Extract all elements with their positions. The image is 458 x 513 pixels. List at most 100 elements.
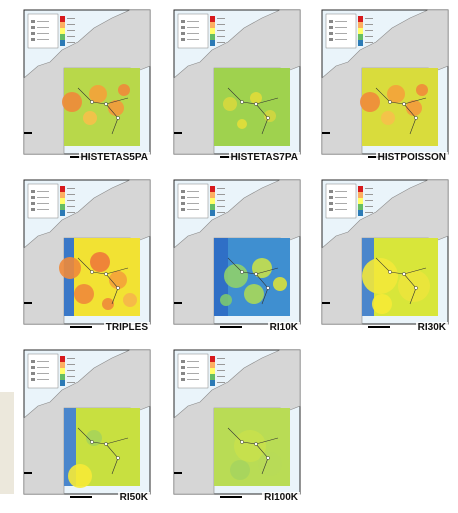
legend-line [187, 379, 199, 380]
legend-symbol [31, 32, 35, 35]
site-marker [254, 442, 258, 446]
hazard-blob [406, 100, 422, 116]
legend-symbol [181, 20, 185, 23]
colorbar-cell [210, 186, 215, 192]
scale-bar [70, 496, 92, 498]
colorbar-tick [217, 206, 225, 207]
legend-symbol [181, 208, 185, 211]
legend-line [187, 191, 199, 192]
legend-line [187, 27, 199, 28]
hazard-blob [387, 85, 405, 103]
legend-symbol [31, 378, 35, 381]
colorbar-tick [365, 188, 373, 189]
colorbar-cell [358, 186, 363, 192]
legend-symbol [329, 208, 333, 211]
legend-line [335, 209, 347, 210]
north-arrow [174, 302, 182, 304]
colorbar-tick [217, 364, 225, 365]
legend-symbol [31, 38, 35, 41]
legend-symbol [31, 190, 35, 193]
colorbar-cell [60, 362, 65, 368]
map-svg [321, 9, 449, 158]
north-arrow [322, 132, 330, 134]
legend-line [335, 21, 347, 22]
map-panel: RI50K [20, 346, 154, 504]
legend-line [37, 191, 49, 192]
colorbar-tick [217, 382, 225, 383]
legend-line [37, 21, 49, 22]
map-svg [321, 179, 449, 328]
site-marker [402, 272, 406, 276]
legend-symbol [181, 378, 185, 381]
map-panel: HISTPOISSON [318, 6, 452, 164]
colorbar-tick [217, 200, 225, 201]
hazard-blob [250, 92, 262, 104]
colorbar-cell [210, 40, 215, 46]
colorbar-tick [67, 200, 75, 201]
north-arrow [24, 302, 32, 304]
legend-line [335, 191, 347, 192]
colorbar-tick [67, 194, 75, 195]
panel-label: RI10K [267, 322, 300, 333]
colorbar-cell [60, 22, 65, 28]
hazard-blob [237, 119, 247, 129]
legend-line [37, 203, 49, 204]
legend-line [37, 39, 49, 40]
legend-symbol [31, 208, 35, 211]
legend-line [187, 21, 199, 22]
panel-label: HISTPOISSON [375, 152, 448, 163]
colorbar-tick [365, 36, 373, 37]
legend-line [335, 203, 347, 204]
legend-symbol [31, 366, 35, 369]
colorbar-cell [210, 198, 215, 204]
legend-box [177, 13, 209, 49]
legend-line [187, 373, 199, 374]
legend-line [335, 197, 347, 198]
legend-symbol [329, 32, 333, 35]
hazard-blob [59, 257, 81, 279]
legend-symbol [181, 372, 185, 375]
legend-symbol [329, 190, 333, 193]
hazard-blob [118, 84, 130, 96]
legend-box [27, 183, 59, 219]
legend-line [187, 39, 199, 40]
colorbar-cell [60, 16, 65, 22]
colorbar-cell [358, 16, 363, 22]
legend-box [325, 183, 357, 219]
site-marker [388, 270, 392, 274]
site-marker [90, 440, 94, 444]
map-panel: RI100K [170, 346, 304, 504]
colorbar-cell [60, 374, 65, 380]
legend-line [187, 367, 199, 368]
side-strip [0, 392, 14, 494]
legend-symbol [31, 202, 35, 205]
colorbar-tick [365, 212, 373, 213]
scale-bar [220, 326, 242, 328]
hazard-blob [109, 271, 127, 289]
map-svg [173, 179, 301, 328]
colorbar-tick [67, 212, 75, 213]
legend-box [27, 13, 59, 49]
hazard-blob [372, 294, 392, 314]
colorbar-cell [358, 34, 363, 40]
site-marker [90, 270, 94, 274]
legend-line [37, 209, 49, 210]
colorbar-tick [217, 194, 225, 195]
hazard-blob [416, 84, 428, 96]
legend-line [335, 27, 347, 28]
hazard-blob [108, 100, 124, 116]
colorbar-tick [67, 206, 75, 207]
hazard-blob [258, 452, 282, 476]
colorbar-tick [67, 36, 75, 37]
legend-symbol [181, 190, 185, 193]
site-marker [240, 270, 244, 274]
legend-line [187, 33, 199, 34]
hazard-blob [68, 464, 92, 488]
road-line [105, 437, 129, 445]
colorbar-tick [217, 30, 225, 31]
colorbar-cell [358, 22, 363, 28]
map-svg [23, 9, 151, 158]
legend-line [37, 197, 49, 198]
colorbar-tick [217, 36, 225, 37]
legend-line [187, 209, 199, 210]
